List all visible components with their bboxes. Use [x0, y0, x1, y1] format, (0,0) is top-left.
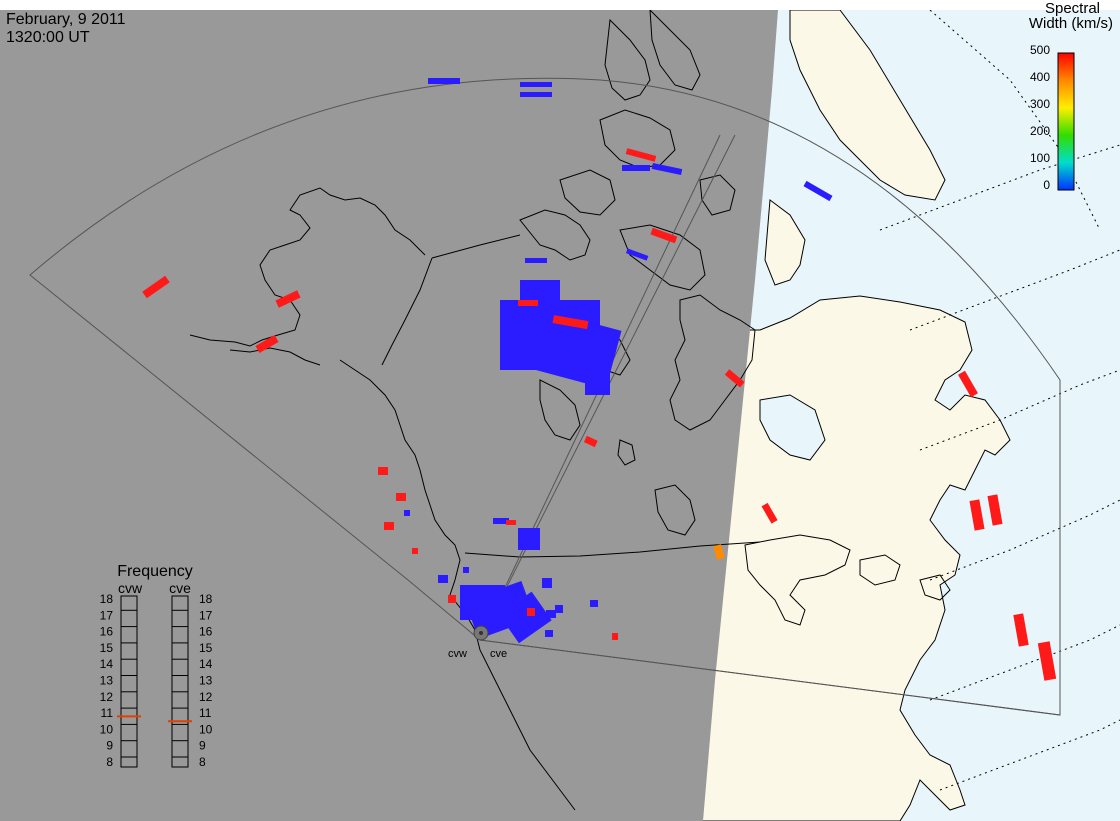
colorbar-title-line1: Spectral [1045, 0, 1100, 17]
echoes-mid-width [713, 544, 725, 560]
frequency-bar-cvw [120, 595, 138, 768]
frequency-tick-label: 13 [199, 674, 213, 688]
frequency-tick-label: 10 [199, 722, 213, 736]
top-strip [0, 0, 1120, 10]
frequency-radar-label-cve: cve [169, 580, 191, 596]
frequency-tick-label: 16 [100, 625, 114, 639]
frequency-tick-label: 16 [199, 625, 213, 639]
frequency-tick-label: 10 [100, 722, 114, 736]
echoes-low-width [404, 78, 833, 644]
frequency-tick-label: 18 [199, 592, 213, 606]
colorbar-ticks: 500 400 300 200 100 0 [1030, 43, 1050, 192]
frequency-tick-label: 11 [101, 706, 114, 720]
coastlines [189, 10, 756, 811]
night-side-shading [0, 10, 778, 821]
frequency-tick-label: 12 [199, 690, 213, 704]
frequency-tick-label: 17 [199, 608, 213, 622]
echoes-high-width [142, 148, 1057, 681]
frequency-tick-label: 18 [100, 592, 114, 606]
frequency-bar-cve [171, 595, 189, 768]
colorbar-tick-label: 100 [1030, 151, 1050, 165]
time-label: 1320:00 UT [6, 29, 90, 46]
colorbar-tick-label: 400 [1030, 70, 1050, 84]
frequency-tick-label: 14 [100, 657, 114, 671]
radar-site-marker [473, 625, 489, 641]
colorbar-title-line2: Width (km/s) [1029, 15, 1113, 32]
frequency-radar-label-cvw: cvw [118, 580, 143, 596]
frequency-title: Frequency [117, 563, 193, 580]
colorbar-tick-label: 500 [1030, 43, 1050, 57]
colorbar-tick-label: 300 [1030, 97, 1050, 111]
frequency-tick-label: 9 [106, 739, 113, 753]
frequency-tick-label: 15 [100, 641, 114, 655]
radar-label-cvw: cvw [448, 648, 467, 660]
frequency-tick-label: 8 [199, 755, 206, 769]
colorbar-tick-label: 200 [1030, 124, 1050, 138]
frequency-tick-label: 17 [100, 608, 114, 622]
frequency-tick-label: 12 [100, 690, 114, 704]
frequency-bars: 18 17 16 15 14 13 12 11 10 9 8 18 17 16 15 14 13 12 11 10 9 8 [100, 592, 213, 769]
frequency-tick-label: 8 [106, 755, 113, 769]
date-label: February, 9 2011 [6, 11, 126, 28]
frequency-tick-label: 11 [199, 706, 212, 720]
frequency-panel: Frequency cvw cve 1817161514131211109818… [100, 563, 213, 769]
colorbar: Spectral Width (km/s) 500 400 300 200 100 0 [1029, 0, 1113, 192]
radar-label-cve: cve [490, 648, 507, 660]
frequency-tick-label: 14 [199, 657, 213, 671]
colorbar-gradient [1057, 52, 1075, 191]
political-boundaries [381, 234, 761, 558]
frequency-tick-label: 15 [199, 641, 213, 655]
colorbar-tick-label: 0 [1043, 178, 1050, 192]
grid-lines [879, 10, 1120, 791]
frequency-tick-label: 13 [100, 674, 114, 688]
great-lakes [744, 534, 951, 626]
day-land [699, 10, 1011, 821]
frequency-tick-label: 9 [199, 739, 206, 753]
